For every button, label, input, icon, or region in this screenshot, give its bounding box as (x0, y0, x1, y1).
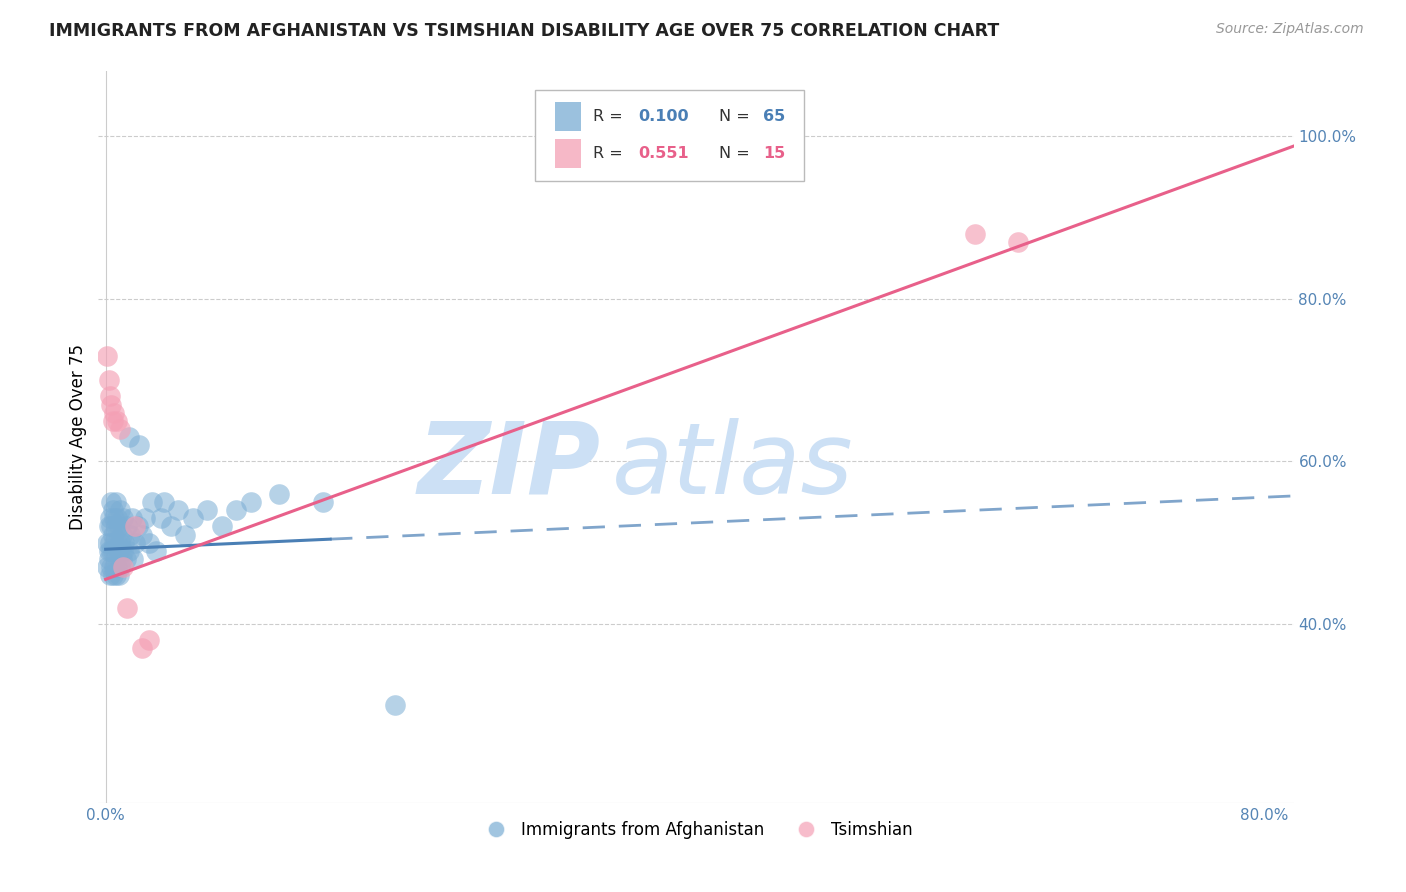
Text: N =: N = (718, 146, 755, 161)
Point (98, 389, 121, 403)
Point (107, 544, 129, 558)
Point (269, 487, 291, 501)
Text: R =: R = (593, 110, 628, 124)
Point (97, 544, 120, 558)
Point (239, 495, 262, 509)
Point (100, 560, 122, 574)
Point (105, 511, 128, 525)
Point (105, 414, 128, 428)
Point (100, 398, 122, 412)
Point (114, 535, 136, 549)
Point (101, 568, 124, 582)
Point (96, 560, 118, 574)
Point (141, 495, 163, 509)
Text: 0.100: 0.100 (638, 110, 689, 124)
Point (97, 373, 120, 387)
Point (127, 519, 149, 533)
Point (120, 527, 142, 541)
Point (1007, 235, 1029, 249)
Point (118, 544, 141, 558)
Point (104, 544, 127, 558)
Point (134, 511, 156, 525)
Point (145, 544, 167, 558)
Point (124, 535, 146, 549)
Point (110, 527, 132, 541)
Point (211, 519, 233, 533)
Text: N =: N = (718, 110, 755, 124)
Point (98, 511, 121, 525)
Point (167, 503, 190, 517)
Text: R =: R = (593, 146, 628, 161)
Point (110, 552, 132, 566)
Point (181, 511, 204, 525)
Point (97, 519, 120, 533)
Point (103, 511, 125, 525)
Text: 0.551: 0.551 (638, 146, 689, 161)
FancyBboxPatch shape (534, 90, 804, 181)
Text: 15: 15 (763, 146, 785, 161)
Point (107, 568, 129, 582)
Point (107, 519, 129, 533)
Point (96, 349, 118, 363)
Point (112, 511, 135, 525)
Point (152, 495, 174, 509)
Bar (555, 139, 581, 169)
Point (101, 544, 124, 558)
Point (128, 438, 150, 452)
Point (174, 527, 197, 541)
Point (312, 495, 335, 509)
Point (108, 422, 131, 436)
Point (101, 414, 124, 428)
Point (124, 519, 146, 533)
Text: Source: ZipAtlas.com: Source: ZipAtlas.com (1216, 22, 1364, 37)
Point (96, 535, 118, 549)
Point (117, 600, 139, 615)
Point (149, 511, 172, 525)
Point (105, 535, 128, 549)
Point (103, 560, 125, 574)
Point (138, 633, 160, 648)
Point (115, 552, 138, 566)
Point (104, 495, 127, 509)
Point (104, 568, 127, 582)
Point (112, 560, 135, 574)
Point (160, 519, 183, 533)
Point (104, 519, 127, 533)
Bar (555, 103, 581, 131)
Point (108, 560, 131, 574)
Point (108, 503, 131, 517)
Point (97, 552, 120, 566)
Point (138, 535, 160, 549)
Y-axis label: Disability Age Over 75: Disability Age Over 75 (69, 344, 87, 530)
Text: IMMIGRANTS FROM AFGHANISTAN VS TSIMSHIAN DISABILITY AGE OVER 75 CORRELATION CHAR: IMMIGRANTS FROM AFGHANISTAN VS TSIMSHIAN… (49, 22, 1000, 40)
Text: ZIP: ZIP (418, 417, 600, 515)
Point (98, 568, 121, 582)
Point (100, 544, 122, 558)
Point (121, 511, 143, 525)
Point (118, 430, 141, 444)
Point (100, 519, 122, 533)
Point (103, 406, 125, 420)
Point (122, 552, 145, 566)
Point (112, 544, 135, 558)
Point (225, 503, 247, 517)
Text: atlas: atlas (613, 417, 853, 515)
Point (131, 527, 153, 541)
Point (131, 641, 153, 656)
Point (100, 495, 122, 509)
Point (117, 519, 139, 533)
Point (103, 535, 125, 549)
Point (195, 503, 218, 517)
Point (101, 527, 124, 541)
Point (101, 503, 124, 517)
Point (108, 535, 131, 549)
Text: 65: 65 (763, 110, 785, 124)
Point (384, 698, 406, 713)
Point (963, 227, 986, 241)
Point (105, 560, 128, 574)
Legend: Immigrants from Afghanistan, Tsimshian: Immigrants from Afghanistan, Tsimshian (472, 814, 920, 846)
Point (98, 535, 121, 549)
